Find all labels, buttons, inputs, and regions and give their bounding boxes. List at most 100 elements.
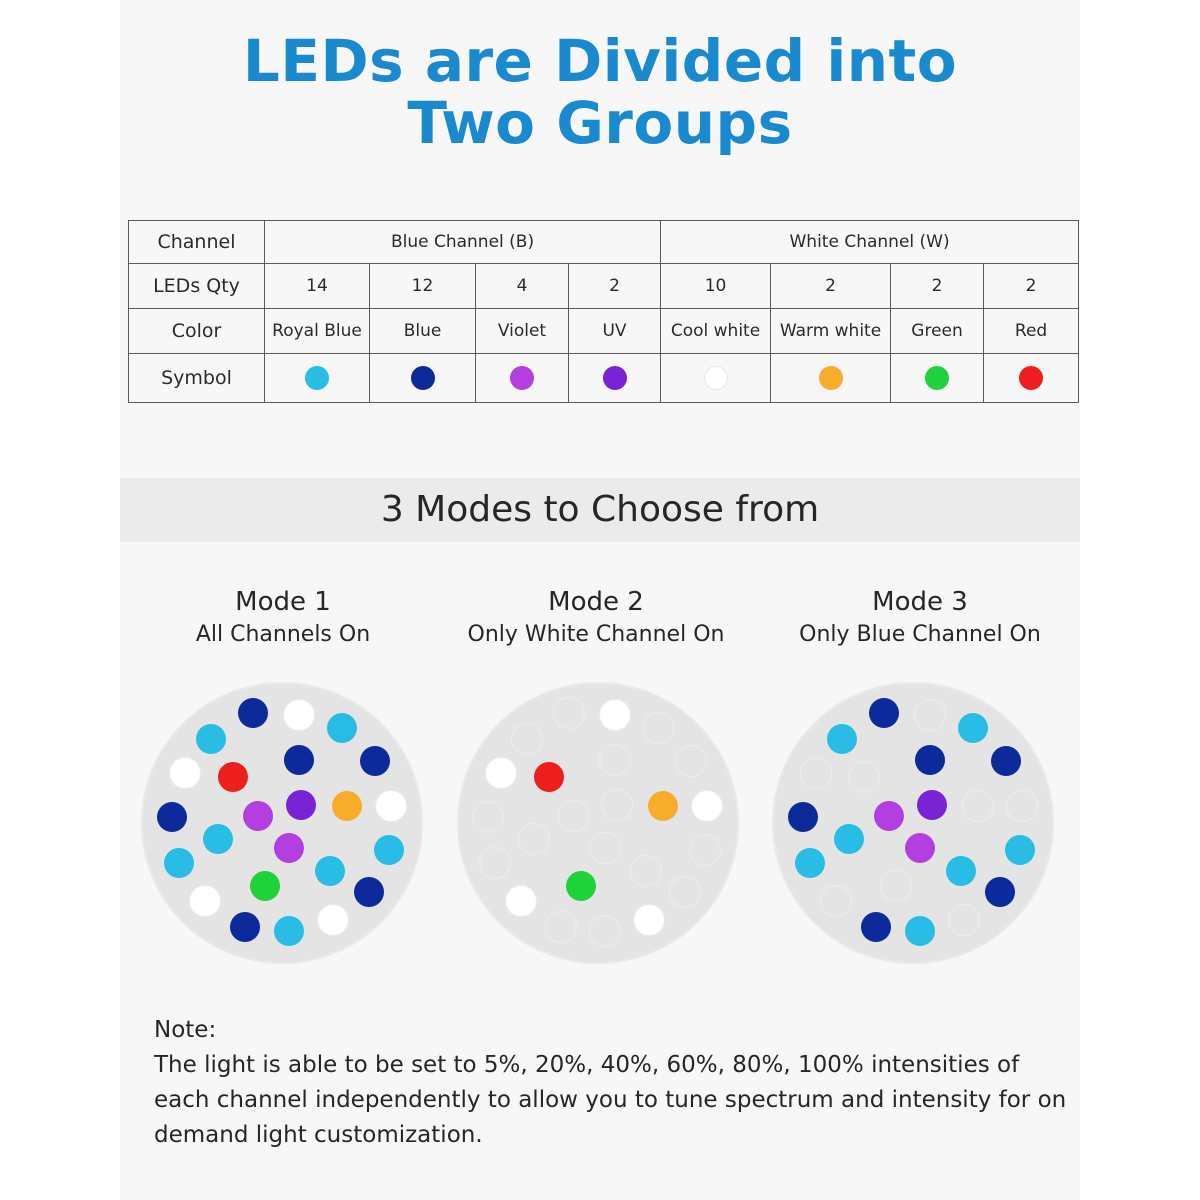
page-title-line-2: Two Groups xyxy=(407,89,793,157)
mode-3-unlit-led xyxy=(849,762,879,792)
mode-3-royal-blue-led xyxy=(905,916,935,946)
red-dot-icon xyxy=(1019,366,1044,390)
mode-3-name: Mode 3 xyxy=(872,587,968,617)
mode-1-cool-white-led xyxy=(190,886,220,916)
mode-1-blue-led xyxy=(354,877,384,907)
mode-1-led-disc xyxy=(141,682,423,964)
note-label: Note: xyxy=(154,1017,217,1043)
table-row-symbol: Symbol xyxy=(128,353,1080,403)
color-name-violet: Violet xyxy=(475,308,569,354)
mode-2-unlit-led xyxy=(670,877,700,907)
mode-2-unlit-led xyxy=(676,746,706,776)
mode-1-blue-led xyxy=(157,802,187,832)
mode-1-cool-white-led xyxy=(170,758,200,788)
row-label-symbol: Symbol xyxy=(128,353,265,403)
note-text: The light is able to be set to 5%, 20%, … xyxy=(154,1052,1067,1148)
qty-uv: 2 xyxy=(567,263,662,309)
symbol-cell-violet xyxy=(475,353,569,403)
mode-2-unlit-led xyxy=(631,856,661,886)
mode-3-violet-led xyxy=(905,833,935,863)
symbol-cell-warm-white xyxy=(770,353,892,403)
mode-3-royal-blue-led xyxy=(834,824,864,854)
mode-2-unlit-led xyxy=(590,916,620,946)
mode-3-unlit-led xyxy=(963,791,993,821)
modes-heading-band: 3 Modes to Choose from xyxy=(120,478,1080,542)
warm-white-dot-icon xyxy=(818,366,843,390)
color-name-red: Red xyxy=(983,308,1080,354)
mode-1-violet-led xyxy=(274,833,304,863)
mode-3-unlit-led xyxy=(881,871,911,901)
mode-1-warm-white-led xyxy=(332,791,362,821)
mode-3-uv-led xyxy=(917,790,947,820)
mode-2-unlit-led xyxy=(519,824,549,854)
color-name-warm-white: Warm white xyxy=(770,308,892,354)
mode-2-green-led xyxy=(566,871,596,901)
note-block: Note: The light is able to be set to 5%,… xyxy=(154,1013,1074,1153)
mode-3-caption: Mode 3 Only Blue Channel On xyxy=(770,585,1070,651)
mode-1-red-led xyxy=(218,762,248,792)
page-title-line-1: LEDs are Divided into xyxy=(242,27,958,95)
mode-3-royal-blue-led xyxy=(1005,835,1035,865)
mode-3-unlit-led xyxy=(915,700,945,730)
mode-3-description: Only Blue Channel On xyxy=(799,622,1041,647)
mode-1-violet-led xyxy=(243,801,273,831)
mode-3-blue-led xyxy=(985,877,1015,907)
mode-2-unlit-led xyxy=(546,912,576,942)
mode-1-royal-blue-led xyxy=(196,724,226,754)
mode-1-blue-led xyxy=(238,698,268,728)
mode-3-unlit-led xyxy=(821,886,851,916)
infographic-panel: LEDs are Divided into Two Groups Channel… xyxy=(120,0,1080,1200)
mode-1-blue-led xyxy=(284,745,314,775)
qty-green: 2 xyxy=(890,263,985,309)
mode-2-unlit-led xyxy=(690,835,720,865)
mode-3-unlit-led xyxy=(1007,791,1037,821)
mode-1-cool-white-led xyxy=(284,700,314,730)
modes-heading: 3 Modes to Choose from xyxy=(380,489,820,530)
mode-1-royal-blue-led xyxy=(374,835,404,865)
mode-2-led-disc xyxy=(457,682,739,964)
mode-2-cool-white-led xyxy=(486,758,516,788)
mode-3-blue-led xyxy=(869,698,899,728)
mode-2-unlit-led xyxy=(554,698,584,728)
mode-1-name: Mode 1 xyxy=(235,587,331,617)
qty-red: 2 xyxy=(983,263,1080,309)
mode-3-royal-blue-led xyxy=(827,724,857,754)
mode-2-unlit-led xyxy=(602,790,632,820)
mode-3-royal-blue-led xyxy=(795,848,825,878)
mode-1-caption: Mode 1 All Channels On xyxy=(133,585,433,651)
white-channel-header: White Channel (W) xyxy=(660,220,1080,264)
color-name-uv: UV xyxy=(567,308,662,354)
mode-2-warm-white-led xyxy=(648,791,678,821)
mode-3-blue-led xyxy=(991,746,1021,776)
mode-2-caption: Mode 2 Only White Channel On xyxy=(446,585,746,651)
table-row-channel: Channel Blue Channel (B) White Channel (… xyxy=(128,220,1080,264)
color-name-royal-blue: Royal Blue xyxy=(264,308,370,354)
mode-2-name: Mode 2 xyxy=(548,587,644,617)
mode-2-unlit-led xyxy=(480,848,510,878)
color-name-green: Green xyxy=(890,308,985,354)
mode-1-blue-led xyxy=(230,912,260,942)
mode-3-unlit-led xyxy=(801,758,831,788)
mode-2-unlit-led xyxy=(512,724,542,754)
mode-1-royal-blue-led xyxy=(315,856,345,886)
mode-2-red-led xyxy=(534,762,564,792)
mode-1-royal-blue-led xyxy=(164,848,194,878)
symbol-cell-uv xyxy=(567,353,662,403)
symbol-cell-cool-white xyxy=(660,353,772,403)
symbol-cell-red xyxy=(983,353,1080,403)
row-label-color: Color xyxy=(128,308,265,354)
table-row-qty: LEDs Qty 14 12 4 2 10 2 2 2 xyxy=(128,263,1080,309)
mode-2-unlit-led xyxy=(643,713,673,743)
qty-blue: 12 xyxy=(369,263,476,309)
symbol-cell-blue xyxy=(369,353,476,403)
qty-warm-white: 2 xyxy=(770,263,892,309)
blue-channel-header: Blue Channel (B) xyxy=(263,220,662,264)
mode-2-cool-white-led xyxy=(692,791,722,821)
color-name-cool-white: Cool white xyxy=(660,308,772,354)
qty-cool-white: 10 xyxy=(660,263,772,309)
mode-2-description: Only White Channel On xyxy=(467,622,725,647)
violet-dot-icon xyxy=(510,366,534,390)
mode-2-unlit-led xyxy=(559,801,589,831)
cool-white-dot-icon xyxy=(703,366,728,390)
mode-2-cool-white-led xyxy=(600,700,630,730)
